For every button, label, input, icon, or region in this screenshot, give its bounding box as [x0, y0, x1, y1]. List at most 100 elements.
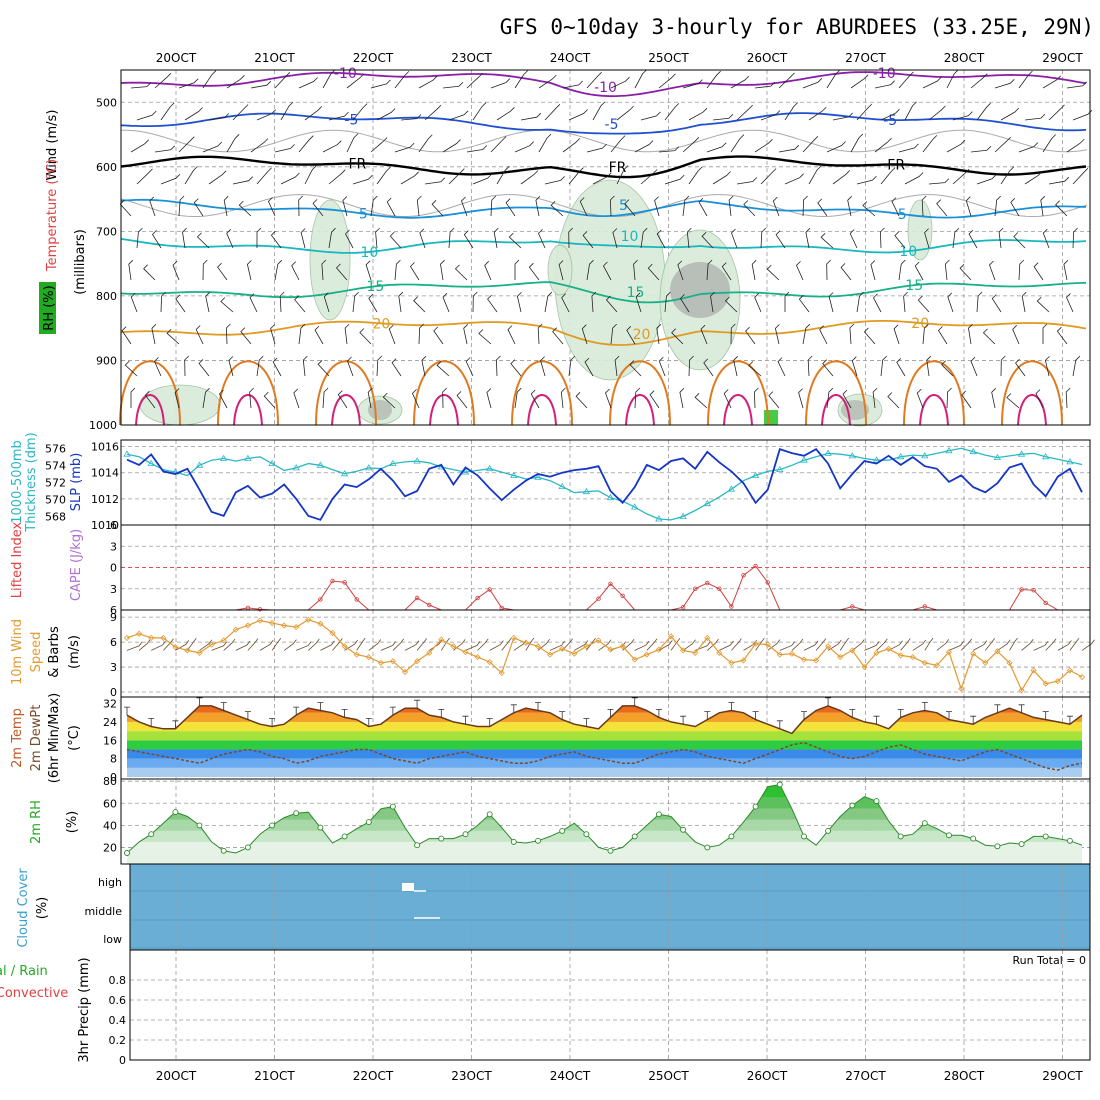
wind-barb: [398, 291, 404, 313]
bl-temp-contour: [723, 394, 753, 426]
thickness-point: [195, 461, 204, 468]
wind-barb: [490, 136, 507, 153]
wind-barb: [579, 197, 588, 217]
contour-label: 10: [621, 229, 639, 245]
y-tick-label: 800: [96, 290, 117, 303]
wind-barb: [952, 169, 970, 185]
wind-speed-point: [692, 649, 699, 656]
thickness-point: [824, 449, 832, 456]
wind-barb: [736, 104, 753, 121]
rh2m-label-2: (%): [65, 811, 80, 834]
lifted-index-point: [487, 587, 492, 592]
surface-wind-barb: [924, 637, 934, 651]
thickness-tick-label: 572: [45, 476, 66, 489]
precip-label-1: Total / Rain: [0, 964, 48, 979]
rh-tick-label: 80: [103, 775, 117, 788]
precip-tick-label: 0.6: [109, 994, 127, 1007]
wind-barb: [465, 357, 474, 377]
wind-barb: [300, 228, 306, 249]
wind-speed-point: [861, 664, 868, 671]
wind-barb: [154, 357, 162, 377]
wind-barb: [922, 76, 942, 89]
wind-barb: [226, 229, 234, 249]
wind-speed-point: [269, 619, 276, 627]
rh-point: [1066, 837, 1073, 844]
wind-barb: [760, 168, 777, 185]
wind-barb: [575, 392, 588, 409]
thickness-point: [510, 471, 518, 478]
wind-barb: [268, 197, 276, 217]
wind-speed-point: [293, 624, 300, 631]
wind-barb: [916, 388, 924, 409]
rh-point: [293, 810, 300, 817]
wind-barb: [591, 291, 597, 313]
wind-barb: [208, 113, 230, 121]
wind-barb: [634, 69, 647, 89]
slp-label: SLP (mb): [69, 453, 84, 512]
wind-barb: [784, 102, 798, 121]
date-label-bottom: 26OCT: [747, 1069, 788, 1083]
wind-barb: [202, 259, 208, 281]
wind-barb: [196, 232, 210, 249]
wind-barb: [904, 101, 917, 121]
wind-barb: [346, 133, 359, 153]
wind-barb: [1042, 323, 1048, 344]
temp-tick-label: 8: [110, 753, 117, 766]
wind-barb: [802, 323, 811, 345]
date-label-bottom: 22OCT: [353, 1069, 394, 1083]
wind-speed-point: [716, 649, 723, 656]
wind-barb: [721, 262, 732, 281]
wind-barb: [694, 393, 708, 409]
wind-speed-point: [1054, 678, 1061, 685]
wind-barb: [688, 107, 708, 121]
y-tick-label: 900: [96, 354, 117, 367]
slp-tick-label: 1012: [91, 493, 119, 506]
temp-contour: [120, 238, 1087, 254]
wind-barb: [280, 101, 294, 121]
surface-wind-barb: [380, 641, 396, 651]
wind-speed-point: [595, 637, 602, 644]
lifted-index-line: [127, 565, 1082, 611]
temp-minmax-marker: [244, 711, 251, 720]
temp-minmax-marker: [728, 702, 735, 711]
surface-wind-barb: [1009, 637, 1018, 651]
surface-wind-barb: [489, 640, 504, 651]
thickness-point: [776, 465, 784, 472]
dewpoint-line: [126, 741, 1083, 771]
temp-minmax-marker: [607, 709, 614, 718]
wind-barb: [568, 109, 588, 121]
wind-barb: [970, 356, 978, 377]
panel-backgrounds: [130, 864, 1090, 950]
thickness-point: [389, 459, 397, 466]
rh-contour: [120, 129, 1088, 153]
slp-tick-label: 1014: [91, 467, 119, 480]
thickness-point: [365, 464, 373, 471]
wind-barb: [538, 133, 552, 153]
wind-barb: [304, 165, 317, 185]
wind-barb: [389, 231, 402, 249]
wind-speed-point: [1042, 680, 1049, 687]
surface-wind-barb: [247, 638, 259, 651]
temp-contour: [120, 112, 1087, 135]
wind-barb: [777, 357, 786, 377]
wind-speed-point: [680, 647, 687, 654]
wind-barb: [472, 102, 487, 121]
bl-temp-contour: [413, 360, 475, 426]
slp-line: [126, 448, 1083, 521]
surface-wind-barb: [719, 640, 734, 651]
temp-label-3: (6hr Min/Max): [47, 693, 62, 783]
surface-wind-barb: [574, 640, 589, 651]
wind-speed-point: [510, 634, 517, 641]
wind-barb: [976, 291, 983, 313]
wind-barb: [582, 231, 594, 249]
surface-wind-barb: [404, 640, 420, 651]
wind-speed-point: [148, 634, 155, 641]
bl-temp-contour: [217, 360, 279, 426]
temp-contour: [120, 281, 1087, 304]
wind-barb: [896, 358, 906, 377]
wind-barb: [820, 233, 834, 249]
wind-barb: [376, 355, 383, 377]
wind-barb: [463, 324, 468, 345]
wind-barb: [1013, 232, 1026, 249]
